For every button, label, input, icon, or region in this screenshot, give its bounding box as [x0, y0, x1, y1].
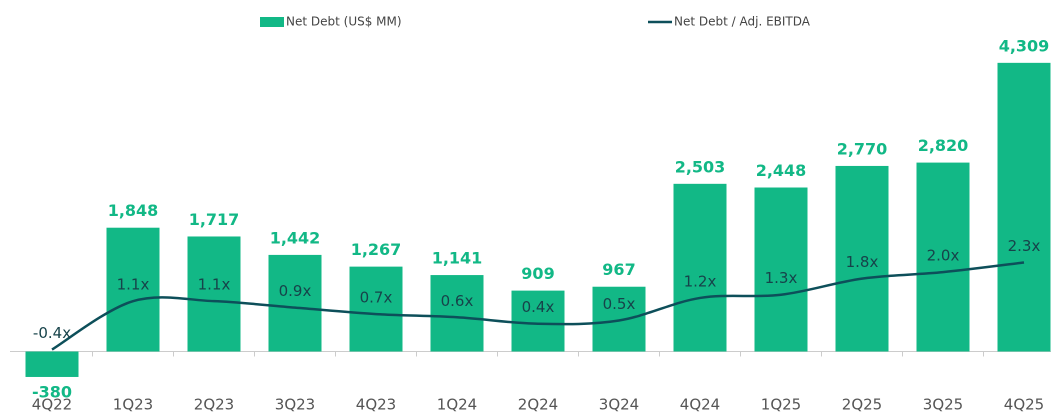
bar-value-label: 1,442: [270, 228, 321, 247]
legend-label: Net Debt (US$ MM): [286, 15, 402, 29]
x-tick-label: 1Q23: [113, 396, 153, 414]
bar-value-label: 2,503: [675, 157, 726, 176]
legend-swatch: [260, 17, 284, 27]
line-value-label: 0.7x: [360, 289, 393, 307]
line-value-label: 0.9x: [279, 282, 312, 300]
bar: [268, 254, 322, 352]
bar: [511, 290, 565, 352]
bar-value-label: 909: [521, 264, 554, 283]
bar-value-label: 2,448: [756, 161, 807, 180]
line-value-label: 2.3x: [1008, 237, 1041, 255]
x-tick-label: 3Q25: [923, 396, 963, 414]
x-tick-label: 4Q22: [32, 396, 72, 414]
bar: [997, 62, 1051, 352]
bar: [187, 236, 241, 352]
x-tick-label: 4Q23: [356, 396, 396, 414]
bar-value-label: 2,770: [837, 139, 888, 158]
bar-value-label: 4,309: [999, 36, 1050, 55]
bar: [673, 183, 727, 352]
x-tick-label: 4Q25: [1004, 396, 1044, 414]
bar-value-label: 1,717: [189, 210, 240, 229]
bar: [349, 266, 403, 352]
line-value-label: 2.0x: [927, 247, 960, 265]
line-value-label: 1.8x: [846, 253, 879, 271]
bar: [592, 286, 646, 352]
legend-label: Net Debt / Adj. EBITDA: [674, 15, 811, 29]
line-value-label: 1.2x: [684, 272, 717, 290]
line-value-label: 1.1x: [117, 276, 150, 294]
bar-value-label: 1,141: [432, 249, 483, 268]
line-value-label: 0.5x: [603, 295, 636, 313]
x-tick-label: 2Q23: [194, 396, 234, 414]
bar-value-label: 967: [602, 260, 635, 279]
ratio-line: [51, 261, 1025, 351]
x-tick-label: 3Q23: [275, 396, 315, 414]
bar-value-label: 1,267: [351, 240, 402, 259]
bar: [106, 227, 160, 352]
bar: [25, 351, 79, 377]
line-value-label: 1.3x: [765, 269, 798, 287]
x-tick-label: 2Q25: [842, 396, 882, 414]
line-value-label: 0.6x: [441, 292, 474, 310]
bar-value-label: -380: [32, 382, 72, 401]
bar: [916, 162, 970, 352]
line-value-label: -0.4x: [33, 324, 71, 342]
x-tick-label: 3Q24: [599, 396, 639, 414]
bar-value-label: 2,820: [918, 136, 969, 155]
x-tick-label: 4Q24: [680, 396, 720, 414]
x-tick-label: 1Q24: [437, 396, 477, 414]
bar: [754, 187, 808, 352]
bar: [430, 275, 484, 352]
bar-value-label: 1,848: [108, 201, 159, 220]
x-tick-label: 2Q24: [518, 396, 558, 414]
bar: [835, 165, 889, 352]
line-value-label: 1.1x: [198, 276, 231, 294]
x-tick-label: 1Q25: [761, 396, 801, 414]
line-value-label: 0.4x: [522, 298, 555, 316]
